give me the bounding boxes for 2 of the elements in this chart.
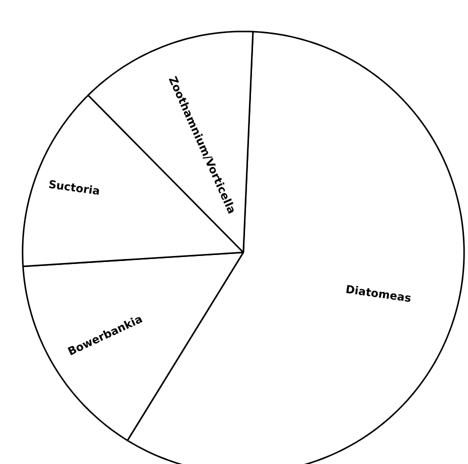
slice-label: Suctoria xyxy=(48,178,101,198)
slice-label: Diatomeas xyxy=(344,282,412,306)
